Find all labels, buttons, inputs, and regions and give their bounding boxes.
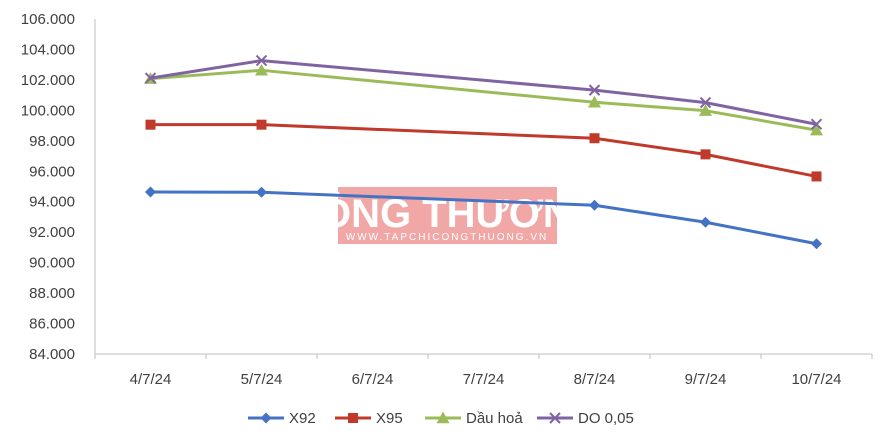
y-tick-label: 104.000: [21, 41, 75, 58]
series-2-point: [589, 133, 600, 144]
series-1-point: [256, 186, 267, 198]
y-tick-label: 100.000: [21, 102, 75, 119]
series-2-line: [150, 123, 817, 178]
y-tick-label: 94.000: [29, 194, 75, 211]
series-1-point: [811, 238, 822, 250]
y-tick-label: 106.000: [21, 11, 75, 28]
series-3-point: [699, 104, 712, 116]
x-tick-label: 7/7/24: [463, 371, 505, 388]
legend-marker: [260, 412, 272, 424]
series-lines: [144, 54, 823, 250]
series-1-point: [145, 186, 156, 198]
series-3-point: [255, 63, 268, 76]
y-tick-label: 98.000: [29, 133, 75, 150]
x-axis-ticks: 4/7/24 5/7/24 6/7/24 7/7/24 8/7/24 9/7/24 10/7…: [94, 354, 873, 388]
series-4-point: [699, 96, 712, 109]
legend-marker: [436, 411, 450, 424]
legend-label: X92: [289, 410, 316, 427]
legend-label: X95: [376, 410, 403, 427]
watermark-subtitle: WWW.TAPCHICONGTHUONG.VN: [346, 232, 548, 243]
x-tick-label: 8/7/24: [574, 371, 616, 388]
y-axis-ticks: 84.000 86.000 88.000 90.000 92.000 94.000 96.0…: [21, 11, 75, 363]
series-4-point: [255, 54, 268, 67]
series-2-point: [811, 171, 822, 182]
y-tick-label: 86.000: [29, 316, 75, 333]
series-2-point: [256, 119, 267, 130]
y-tick-label: 84.000: [29, 346, 75, 363]
series-3-point: [588, 95, 601, 108]
y-tick-label: 96.000: [29, 163, 75, 180]
series-4-point: [588, 84, 601, 96]
x-tick-label: 4/7/24: [130, 371, 172, 388]
series-1-point: [589, 199, 600, 211]
x-tick-label: 9/7/24: [685, 371, 727, 388]
series-4-point: [810, 118, 823, 130]
x-tick-label: 5/7/24: [241, 371, 283, 388]
series-1-point: [700, 216, 711, 228]
legend-marker: [348, 413, 358, 423]
series-2-point: [145, 119, 156, 130]
y-tick-label: 92.000: [29, 224, 75, 241]
watermark: CÔNG THƯƠNG WWW.TAPCHICONGTHUONG.VN: [291, 187, 603, 244]
y-tick-label: 88.000: [29, 285, 75, 302]
y-tick-label: 90.000: [29, 255, 75, 272]
x-tick-label: 10/7/24: [791, 371, 841, 388]
legend-label: DO 0,05: [578, 410, 634, 427]
legend: X92 X95 Dầu hoả DO 0,05: [248, 410, 634, 427]
legend-marker: [549, 412, 561, 424]
axes: [94, 19, 872, 355]
series-4-point: [144, 72, 157, 84]
x-tick-label: 6/7/24: [352, 371, 394, 388]
watermark-title: CÔNG THƯƠNG: [291, 190, 603, 236]
series-2-point: [700, 149, 711, 160]
y-tick-label: 102.000: [21, 72, 75, 89]
series-3-point: [810, 123, 823, 136]
legend-label: Dầu hoả: [466, 410, 523, 427]
